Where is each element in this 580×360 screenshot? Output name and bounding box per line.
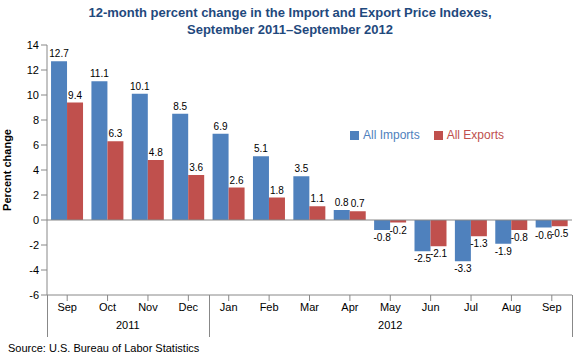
html-text:Source: U.S. Bureau of Labor S: Source: U.S. Bureau of Labor Statistics: [8, 342, 200, 354]
svg-text:1.1: 1.1: [310, 193, 324, 204]
svg-text:-2: -2: [29, 239, 39, 251]
svg-text:-1.3: -1.3: [470, 238, 488, 249]
svg-text:-0.6: -0.6: [535, 229, 553, 241]
svg-text:Mar: Mar: [300, 301, 319, 313]
svg-text:9.4: 9.4: [68, 90, 82, 101]
svg-text:Jul: Jul: [464, 301, 478, 313]
svg-text:Sep: Sep: [57, 301, 77, 313]
svg-text:6.9: 6.9: [214, 121, 228, 132]
svg-text:0.7: 0.7: [351, 198, 365, 209]
svg-text:1.8: 1.8: [270, 185, 284, 196]
html-text:2011: 2011: [115, 319, 140, 331]
svg-text:-0.2: -0.2: [389, 225, 407, 236]
svg-text:14: 14: [27, 39, 39, 51]
svg-text:-0.8: -0.8: [373, 232, 391, 243]
svg-text:4.8: 4.8: [149, 147, 163, 158]
svg-text:12.7: 12.7: [49, 48, 69, 59]
svg-text:2.6: 2.6: [230, 175, 244, 186]
svg-text:0.8: 0.8: [335, 197, 349, 208]
svg-text:-0.5: -0.5: [551, 228, 569, 239]
svg-text:0: 0: [33, 214, 39, 226]
html-text:All Exports: All Exports: [446, 128, 504, 142]
svg-text:Percent change: Percent change: [8, 129, 13, 211]
svg-text:10.1: 10.1: [130, 81, 150, 92]
svg-text:Aug: Aug: [502, 301, 522, 313]
svg-text:6: 6: [33, 139, 39, 151]
svg-text:8: 8: [33, 114, 39, 126]
svg-text:5.1: 5.1: [254, 143, 268, 154]
html-text:2012: 2012: [378, 319, 403, 331]
svg-text:Dec: Dec: [179, 301, 199, 313]
svg-text:-6: -6: [29, 289, 39, 301]
svg-text:Oct: Oct: [99, 301, 116, 313]
svg-text:Sep: Sep: [542, 301, 562, 313]
svg-text:2: 2: [33, 189, 39, 201]
svg-text:Feb: Feb: [260, 301, 279, 313]
svg-text:8.5: 8.5: [173, 101, 187, 112]
html-text:All Imports: All Imports: [363, 128, 420, 142]
svg-text:10: 10: [27, 89, 39, 101]
svg-text:-2.1: -2.1: [430, 248, 448, 259]
svg-text:12: 12: [27, 64, 39, 76]
svg-text:3.6: 3.6: [189, 162, 203, 173]
svg-text:11.1: 11.1: [90, 68, 109, 79]
svg-text:-0.8: -0.8: [511, 232, 529, 243]
svg-text:Apr: Apr: [341, 301, 358, 313]
svg-text:6.3: 6.3: [108, 128, 122, 139]
html-text:12-month percent change in the: 12-month percent change in the Import an…: [88, 5, 492, 37]
svg-text:3.5: 3.5: [294, 163, 308, 174]
svg-text:-1.9: -1.9: [495, 246, 513, 257]
svg-text:4: 4: [33, 164, 39, 176]
svg-text:-2.5: -2.5: [413, 253, 432, 265]
svg-text:-4: -4: [29, 264, 39, 276]
svg-text:Jun: Jun: [422, 301, 440, 313]
svg-text:May: May: [380, 301, 401, 313]
svg-text:Nov: Nov: [138, 301, 158, 313]
svg-text:Jan: Jan: [220, 301, 238, 313]
svg-text:-3.3: -3.3: [454, 263, 472, 274]
